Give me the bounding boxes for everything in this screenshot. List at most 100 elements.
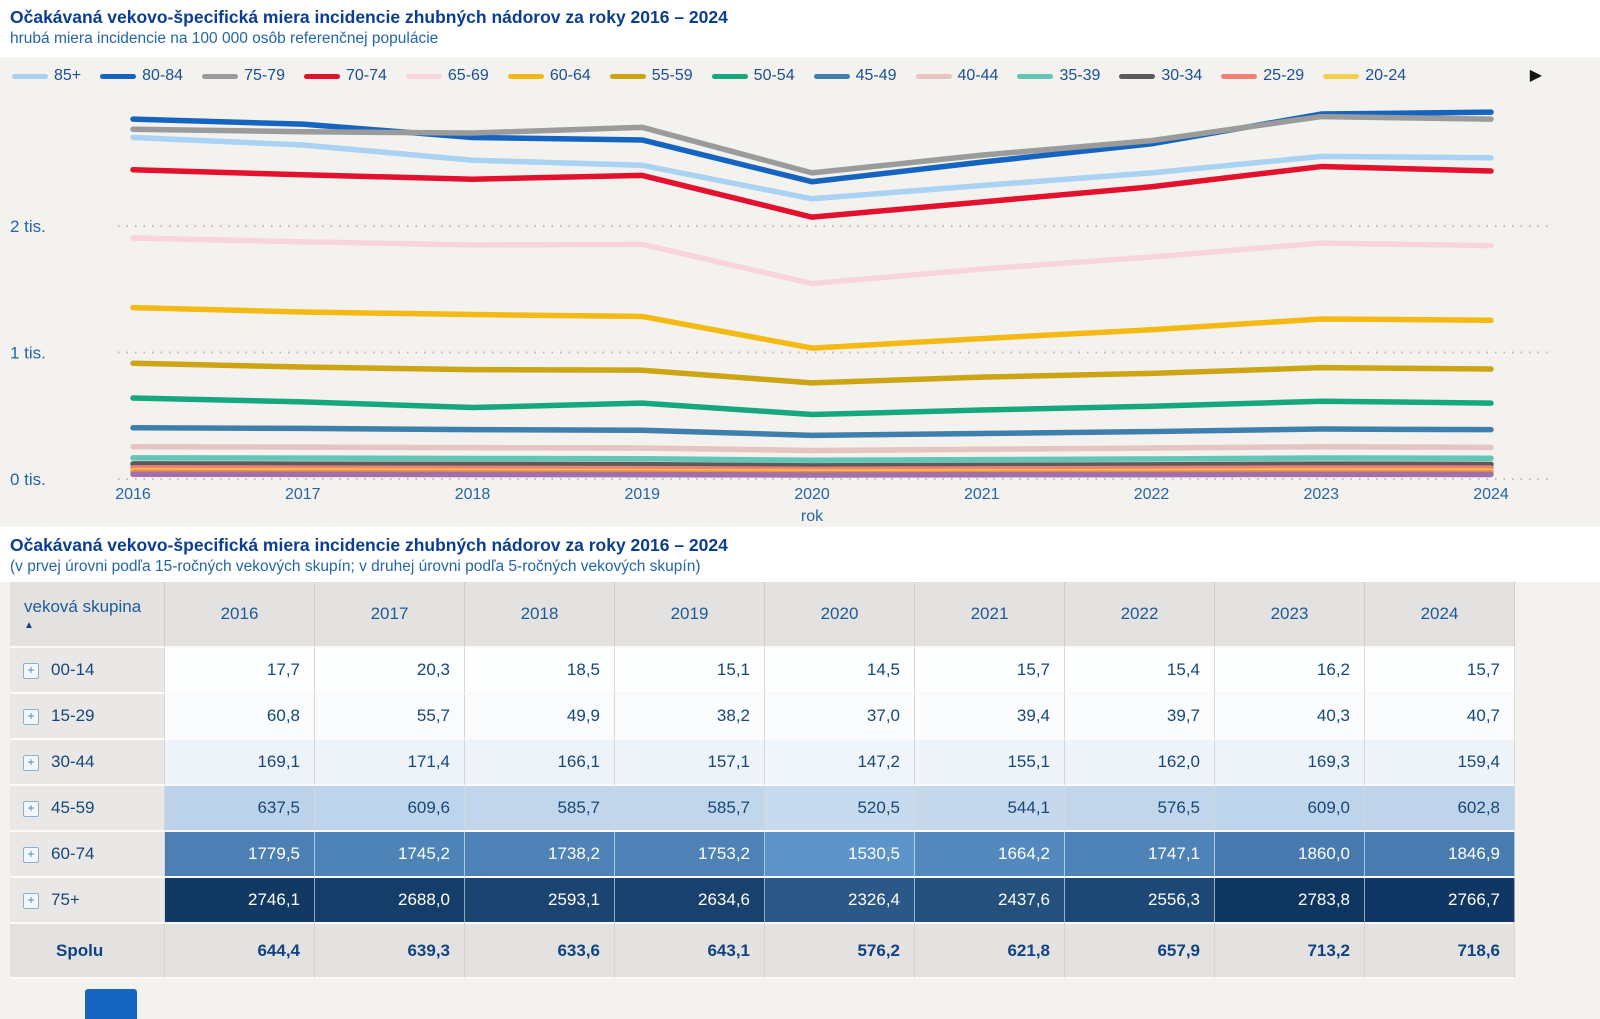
legend-item-85plus[interactable]: 85+ xyxy=(12,67,81,85)
legend-scroll-right-icon[interactable]: ▶ xyxy=(1529,67,1542,84)
series-line-50-54[interactable] xyxy=(130,395,1494,418)
expand-row-icon[interactable]: + xyxy=(23,846,39,863)
value-cell: 585,7 xyxy=(615,786,765,832)
series-line-25-29[interactable] xyxy=(130,465,1494,473)
column-header-2017[interactable]: 2017 xyxy=(315,582,465,648)
series-line-unlabeled[interactable] xyxy=(130,471,1494,478)
column-header-2019[interactable]: 2019 xyxy=(615,582,765,648)
legend-item-40-44[interactable]: 40-44 xyxy=(915,67,999,85)
legend-item-25-29[interactable]: 25-29 xyxy=(1221,67,1304,85)
x-axis-tick-label: 2019 xyxy=(624,486,660,503)
total-value-cell: 643,1 xyxy=(615,924,765,979)
legend-label: 40-44 xyxy=(957,67,999,84)
x-axis-tick-label: 2016 xyxy=(115,486,151,503)
row-group-label: 75+ xyxy=(51,890,80,909)
legend-item-75-79[interactable]: 75-79 xyxy=(202,67,285,85)
row-group-label: 60-74 xyxy=(51,844,95,863)
expand-row-icon[interactable]: + xyxy=(23,800,39,817)
expand-row-icon[interactable]: + xyxy=(23,662,39,679)
legend-swatch xyxy=(405,73,442,79)
series-line-75-79[interactable] xyxy=(130,113,1494,176)
legend-swatch xyxy=(1221,73,1258,79)
value-cell: 20,3 xyxy=(315,648,465,694)
total-value-cell: 639,3 xyxy=(315,924,465,979)
series-line-45-49[interactable] xyxy=(130,425,1494,439)
value-cell: 40,3 xyxy=(1215,694,1365,740)
column-header-2020[interactable]: 2020 xyxy=(765,582,915,648)
column-header-2023[interactable]: 2023 xyxy=(1215,582,1365,648)
legend-item-60-64[interactable]: 60-64 xyxy=(507,67,591,85)
value-cell: 37,0 xyxy=(765,694,915,740)
column-header-2024[interactable]: 2024 xyxy=(1365,582,1515,648)
value-cell: 40,7 xyxy=(1365,694,1515,740)
value-cell: 147,2 xyxy=(765,740,915,786)
legend-item-50-54[interactable]: 50-54 xyxy=(711,67,795,85)
series-line-60-64[interactable] xyxy=(130,304,1494,351)
value-cell: 38,2 xyxy=(615,694,765,740)
legend-item-65-69[interactable]: 65-69 xyxy=(405,67,489,85)
series-line-70-74[interactable] xyxy=(130,163,1494,220)
x-axis-tick-label: 2024 xyxy=(1473,486,1509,503)
value-cell: 15,1 xyxy=(615,648,765,694)
total-value-cell: 576,2 xyxy=(765,924,915,979)
legend-label: 60-64 xyxy=(549,67,591,84)
legend-item-20-24[interactable]: 20-24 xyxy=(1323,67,1406,85)
value-cell: 609,6 xyxy=(315,786,465,832)
line-chart[interactable]: 0 tis. 1 tis. 2 tis. 2016 2017 2018 2019 2020 20… xyxy=(0,95,1600,527)
legend-item-35-39[interactable]: 35-39 xyxy=(1017,67,1100,85)
row-group-cell: +30-44 xyxy=(10,740,165,786)
column-header-group[interactable]: veková skupina ▲ xyxy=(10,582,165,648)
table-header-row: veková skupina ▲ 2016 2017 2018 2019 2020 2021 2… xyxy=(10,582,1515,648)
value-cell: 2634,6 xyxy=(615,878,765,924)
legend-item-30-34[interactable]: 30-34 xyxy=(1119,67,1202,85)
legend-label: 45-49 xyxy=(855,67,897,84)
column-header-2016[interactable]: 2016 xyxy=(165,582,315,648)
legend-label: 25-29 xyxy=(1263,67,1305,84)
x-axis-tick-label: 2020 xyxy=(794,486,830,503)
series-line-30-34[interactable] xyxy=(130,461,1494,469)
total-value-cell: 718,6 xyxy=(1365,924,1515,979)
legend-label: 80-84 xyxy=(142,67,184,84)
y-axis-tick-label: 1 tis. xyxy=(10,344,46,363)
series-line-85+[interactable] xyxy=(130,134,1494,202)
table-card: Očakávaná vekovo-špecifická miera incide… xyxy=(0,527,1600,979)
value-cell: 609,0 xyxy=(1215,786,1365,832)
legend-item-70-74[interactable]: 70-74 xyxy=(303,67,387,85)
series-line-65-69[interactable] xyxy=(130,235,1494,287)
legend-label: 65-69 xyxy=(447,67,489,84)
value-cell: 637,5 xyxy=(165,786,315,832)
series-line-35-39[interactable] xyxy=(130,455,1494,464)
table-row-30-44: +30-44 169,1 171,4 166,1 157,1 147,2 155,1 162,… xyxy=(10,740,1515,786)
expand-row-icon[interactable]: + xyxy=(23,754,39,771)
sort-ascending-icon[interactable]: ▲ xyxy=(24,620,34,631)
value-cell: 14,5 xyxy=(765,648,915,694)
chart-title: Očakávaná vekovo-špecifická miera incide… xyxy=(10,7,728,27)
column-header-2022[interactable]: 2022 xyxy=(1065,582,1215,648)
legend-item-45-49[interactable]: 45-49 xyxy=(813,67,897,85)
table-row-75plus: +75+ 2746,1 2688,0 2593,1 2634,6 2326,4 2437,6… xyxy=(10,878,1515,924)
total-value-cell: 621,8 xyxy=(915,924,1065,979)
expand-row-icon[interactable]: + xyxy=(23,708,39,725)
value-cell: 157,1 xyxy=(615,740,765,786)
legend-swatch xyxy=(202,73,239,79)
series-line-40-44[interactable] xyxy=(130,443,1494,454)
value-cell: 1747,1 xyxy=(1065,832,1215,878)
x-axis-tick-label: 2022 xyxy=(1134,486,1170,503)
column-header-2021[interactable]: 2021 xyxy=(915,582,1065,648)
row-group-cell: +45-59 xyxy=(10,786,165,832)
column-header-2018[interactable]: 2018 xyxy=(465,582,615,648)
partial-bottom-element xyxy=(85,989,137,1019)
total-value-cell: 657,9 xyxy=(1065,924,1215,979)
legend-label: 30-34 xyxy=(1161,67,1203,84)
legend-item-80-84[interactable]: 80-84 xyxy=(100,67,183,85)
value-cell: 585,7 xyxy=(465,786,615,832)
chart-area: 85+ 80-84 75-79 70-74 65-69 60-64 55-59 50-54 45… xyxy=(0,57,1600,527)
value-cell: 2593,1 xyxy=(465,878,615,924)
value-cell: 2326,4 xyxy=(765,878,915,924)
series-line-55-59[interactable] xyxy=(130,360,1494,386)
expand-row-icon[interactable]: + xyxy=(23,892,39,909)
legend-item-55-59[interactable]: 55-59 xyxy=(609,67,693,85)
value-cell: 159,4 xyxy=(1365,740,1515,786)
row-group-cell: +00-14 xyxy=(10,648,165,694)
value-cell: 166,1 xyxy=(465,740,615,786)
